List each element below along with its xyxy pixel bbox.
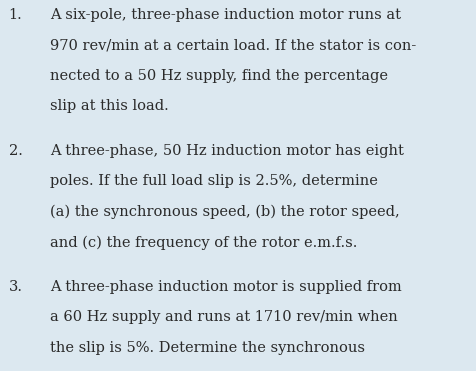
Text: 970 rev/min at a certain load. If the stator is con-: 970 rev/min at a certain load. If the st… [50, 39, 416, 53]
Text: 2.: 2. [9, 144, 22, 158]
Text: poles. If the full load slip is 2.5%, determine: poles. If the full load slip is 2.5%, de… [50, 174, 377, 188]
Text: the slip is 5%. Determine the synchronous: the slip is 5%. Determine the synchronou… [50, 341, 364, 355]
Text: 3.: 3. [9, 280, 22, 294]
Text: (a) the synchronous speed, (b) the rotor speed,: (a) the synchronous speed, (b) the rotor… [50, 205, 399, 219]
Text: a 60 Hz supply and runs at 1710 rev/min when: a 60 Hz supply and runs at 1710 rev/min … [50, 310, 397, 324]
Text: and (c) the frequency of the rotor e.m.f.s.: and (c) the frequency of the rotor e.m.f… [50, 235, 357, 250]
Text: A three-phase, 50 Hz induction motor has eight: A three-phase, 50 Hz induction motor has… [50, 144, 403, 158]
Text: A six-pole, three-phase induction motor runs at: A six-pole, three-phase induction motor … [50, 8, 400, 22]
Text: slip at this load.: slip at this load. [50, 99, 169, 114]
Text: nected to a 50 Hz supply, find the percentage: nected to a 50 Hz supply, find the perce… [50, 69, 387, 83]
Text: A three-phase induction motor is supplied from: A three-phase induction motor is supplie… [50, 280, 401, 294]
Text: 1.: 1. [9, 8, 22, 22]
